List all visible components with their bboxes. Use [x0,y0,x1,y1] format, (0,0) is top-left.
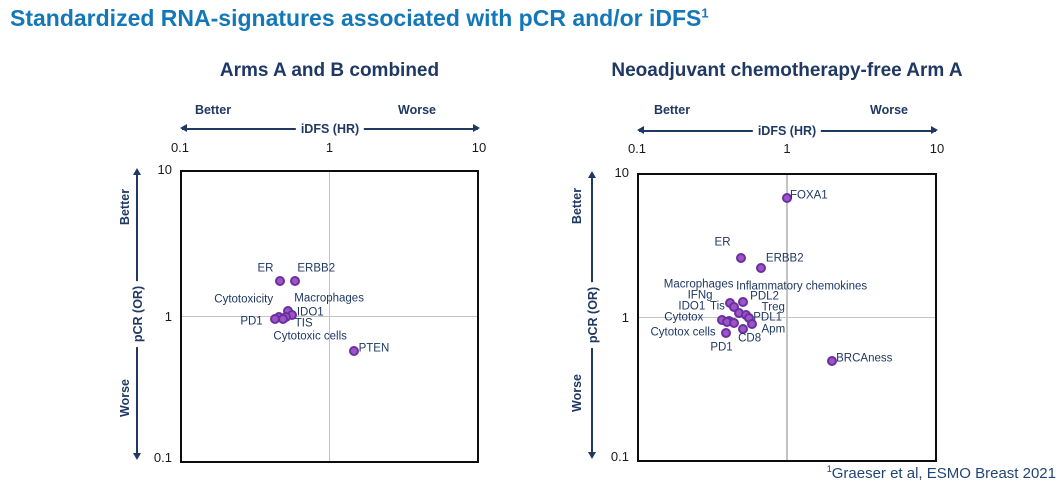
point-label-erbb2: ERBB2 [297,262,336,275]
x-tick-0.1: 0.1 [627,141,647,156]
plot-title: Neoadjuvant chemotherapy-free Arm A [611,60,963,81]
y-tick-0.1: 0.1 [610,449,629,464]
point-label-ido1: IDO1 [296,306,324,319]
x-axis-worse-label: Worse [398,103,436,117]
point-label-treg: Treg [761,301,785,314]
y-axis-arrowhead-up [588,171,596,178]
point-label-pd1: PD1 [710,341,733,354]
plot-area [637,173,937,462]
point-label-ido1: IDO1 [678,300,706,313]
x-axis-arrowhead-right [931,126,938,134]
x-tick-10: 10 [471,140,487,155]
data-point-ifng [728,302,739,313]
page-title-text: Standardized RNA-signatures associated w… [10,5,702,31]
point-label-er: ER [714,236,731,249]
data-point-inflammatory-chemokines [738,297,749,307]
y-tick-1: 1 [621,309,629,325]
y-tick-1: 1 [164,308,172,324]
y-axis-better-label: Better [118,188,132,226]
page-title-superscript: 1 [701,5,709,21]
data-point-brcaness [827,355,838,366]
point-label-brcaness: BRCAness [836,352,893,365]
point-label-tis: TIS [294,317,313,329]
point-label-inflammatory-chemokines: Inflammatory chemokines [736,280,868,293]
y-axis-worse-label: Worse [118,379,132,417]
point-label-er: ER [257,262,274,275]
plot-area [180,170,479,463]
data-point-cytotoxic-cells [278,314,289,325]
x-axis-better-label: Better [653,103,691,117]
gridline-y-equals-1 [182,315,477,318]
citation-text: Graeser et al, ESMO Breast 2021 [831,465,1056,482]
x-tick-1: 1 [325,140,334,155]
point-label-cytotox-cells: Cytotox cells [650,326,716,339]
data-point-cd8 [738,324,749,335]
data-point-cytotox-cells [720,328,731,339]
x-axis-arrowhead-left [180,124,187,132]
citation-footnote: 1Graeser et al, ESMO Breast 2021 [827,464,1056,482]
x-axis-worse-label: Worse [870,103,908,117]
data-point-er [275,275,286,286]
point-label-pten: PTEN [358,342,390,355]
y-axis-better-label: Better [570,187,584,225]
data-point-foxa1 [782,193,792,204]
y-axis-arrowhead-down [588,452,596,459]
point-label-apm: Apm [761,323,786,336]
data-point-erbb2 [755,263,766,274]
x-axis-title: iDFS (HR) [752,124,822,138]
point-label-tis: Tis [710,300,725,313]
data-point-pten [348,346,359,357]
point-label-pdl1: PDL1 [753,311,782,324]
point-label-cytotoxicity: Cytotoxicity [214,293,274,306]
point-label-pdl2: PDL2 [750,290,779,303]
point-label-cytotoxic-cells: Cytotoxic cells [273,330,347,343]
citation-superscript: 1 [826,464,832,474]
x-tick-0.1: 0.1 [170,140,190,155]
point-label-macrophages: Macrophages [294,292,364,305]
x-axis-title: iDFS (HR) [295,122,365,136]
x-tick-10: 10 [929,141,945,156]
y-tick-10: 10 [157,162,172,177]
point-label-foxa1: FOXA1 [790,189,828,202]
x-axis-better-label: Better [194,103,232,117]
point-label-pd1: PD1 [240,315,263,328]
point-label-erbb2: ERBB2 [765,252,804,265]
plot-title: Arms A and B combined [219,60,440,81]
data-point-apm [746,319,757,330]
page-title: Standardized RNA-signatures associated w… [10,5,1010,32]
y-axis-arrowhead-up [133,168,141,175]
point-label-macrophages: Macrophages [663,278,734,291]
point-label-cytotox: Cytotox [664,311,704,324]
gridline-y-equals-1 [639,316,935,319]
data-point-pd1 [728,317,739,328]
y-tick-10: 10 [614,165,629,180]
point-label-ifng: IFNg [687,289,713,302]
y-axis-worse-label: Worse [570,374,584,412]
x-tick-1: 1 [783,141,791,156]
y-axis-arrowhead-down [133,453,141,460]
data-point-er [735,252,746,263]
x-axis-arrowhead-right [473,124,480,132]
y-tick-0.1: 0.1 [153,450,172,465]
x-axis-arrowhead-left [637,126,644,134]
data-point-erbb2 [290,275,301,286]
point-label-cd8: CD8 [738,332,762,345]
